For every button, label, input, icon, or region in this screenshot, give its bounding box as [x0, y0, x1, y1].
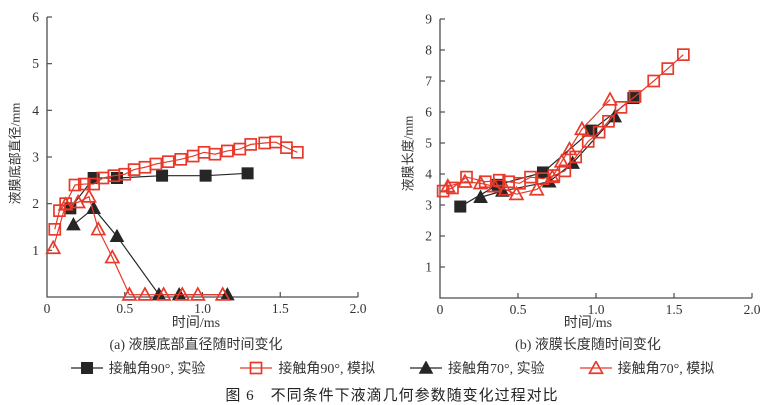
legend-item-70-simulation: 接触角70°, 模拟 — [579, 358, 715, 378]
legend-item-90-experiment: 接触角90°, 实验 — [70, 358, 206, 378]
charts-row: 液膜底部直径/mm 0 0.5 1.0 1.5 2.0 1 2 3 4 5 6 时间/ms (a) … — [0, 4, 784, 354]
chart-a-x-axis-label: 时间/ms — [171, 316, 221, 331]
legend-label: 接触角90°, 实验 — [108, 362, 206, 377]
legend-item-70-experiment: 接触角70°, 实验 — [409, 358, 545, 378]
filled-square-marker-icon — [70, 362, 103, 374]
svg-text:1.5: 1.5 — [666, 302, 683, 316]
legend-label: 接触角70°, 实验 — [448, 362, 545, 377]
svg-text:1: 1 — [32, 243, 39, 258]
open-triangle-marker-icon — [579, 361, 612, 375]
svg-text:1: 1 — [425, 260, 432, 275]
svg-text:0.5: 0.5 — [116, 301, 133, 316]
svg-text:6: 6 — [32, 10, 39, 25]
legend-label: 接触角70°, 模拟 — [617, 362, 715, 377]
svg-text:4: 4 — [425, 167, 432, 182]
svg-text:3: 3 — [32, 150, 39, 165]
legend-item-90-simulation: 接触角90°, 模拟 — [239, 358, 375, 378]
svg-text:2: 2 — [425, 229, 432, 244]
open-square-marker-icon — [240, 361, 273, 375]
svg-text:2: 2 — [32, 196, 39, 211]
chart-b-canvas: 0 0.5 1.0 1.5 2.0 1 2 3 4 5 6 7 8 9 — [425, 12, 761, 317]
svg-text:0: 0 — [44, 301, 51, 316]
svg-text:8: 8 — [425, 43, 432, 58]
svg-text:6: 6 — [425, 105, 432, 120]
svg-text:1.0: 1.0 — [194, 301, 211, 316]
legend-label: 接触角90°, 模拟 — [278, 362, 375, 377]
filled-triangle-marker-icon — [410, 361, 442, 374]
svg-text:9: 9 — [425, 12, 432, 27]
chart-a-subcaption: (a) 液膜底部直径随时间变化 — [109, 338, 283, 353]
chart-a: 液膜底部直径/mm 0 0.5 1.0 1.5 2.0 1 2 3 4 5 6 时间/ms (a) … — [0, 4, 392, 354]
svg-text:5: 5 — [425, 136, 432, 151]
svg-text:2.0: 2.0 — [350, 301, 367, 316]
svg-text:1.0: 1.0 — [588, 302, 605, 316]
figure-caption: 图 6 不同条件下液滴几何参数随变化过程对比 — [225, 388, 559, 404]
svg-text:0.5: 0.5 — [510, 302, 527, 316]
chart-b-subcaption: (b) 液膜长度随时间变化 — [515, 338, 661, 353]
svg-text:4: 4 — [32, 103, 39, 118]
svg-text:3: 3 — [425, 198, 432, 213]
svg-text:7: 7 — [425, 74, 432, 89]
svg-text:5: 5 — [32, 56, 39, 71]
svg-text:2.0: 2.0 — [744, 302, 761, 316]
svg-text:0: 0 — [437, 302, 444, 316]
chart-a-canvas: 0 0.5 1.0 1.5 2.0 1 2 3 4 5 6 — [32, 10, 367, 317]
chart-b-x-axis-label: 时间/ms — [563, 316, 613, 331]
svg-text:1.5: 1.5 — [272, 301, 289, 316]
chart-b: 液膜长度/mm 0 0.5 1.0 1.5 2.0 1 2 3 4 5 6 7 8 9 时间/ms (b)… — [392, 4, 784, 354]
legend: 接触角90°, 实验 接触角90°, 模拟 接触角70°, 实验 接触角70°,… — [0, 358, 784, 378]
